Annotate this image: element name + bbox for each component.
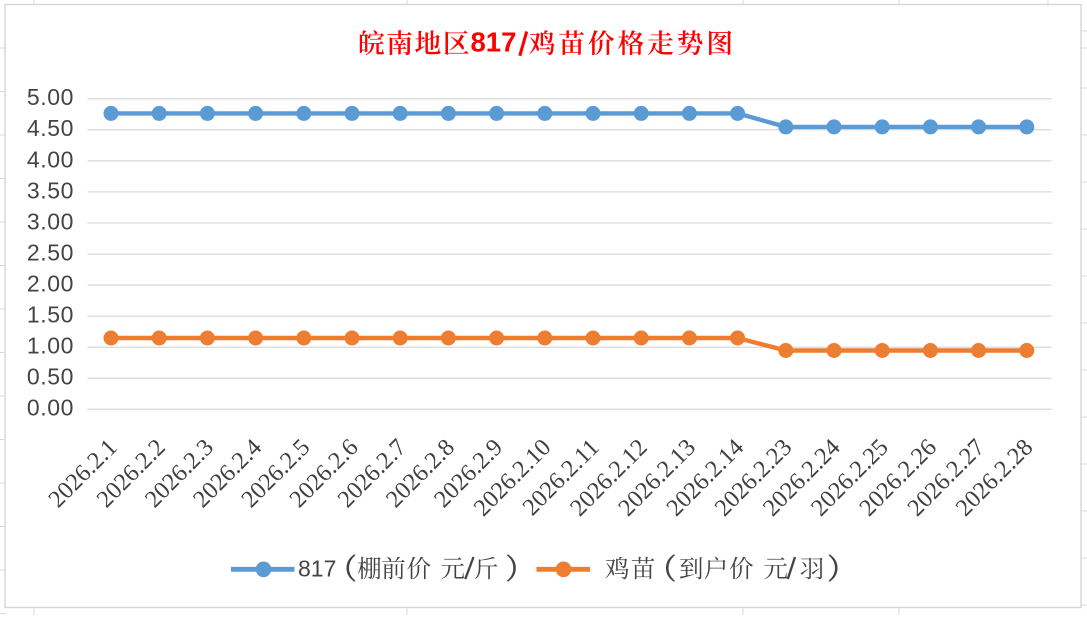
svg-text:1.50: 1.50 xyxy=(27,302,74,328)
svg-text:0.50: 0.50 xyxy=(27,364,74,390)
svg-text:5.00: 5.00 xyxy=(27,84,74,110)
svg-text:0.00: 0.00 xyxy=(27,395,74,421)
svg-text:4.00: 4.00 xyxy=(27,146,74,172)
svg-text:4.50: 4.50 xyxy=(27,115,74,141)
svg-text:817: 817 xyxy=(298,555,336,581)
svg-text:1.00: 1.00 xyxy=(27,333,74,359)
svg-text:817: 817 xyxy=(471,27,517,58)
svg-text:2.50: 2.50 xyxy=(27,239,74,265)
svg-text:3.00: 3.00 xyxy=(27,208,74,234)
svg-text:2.00: 2.00 xyxy=(27,271,74,297)
svg-text:3.50: 3.50 xyxy=(27,177,74,203)
